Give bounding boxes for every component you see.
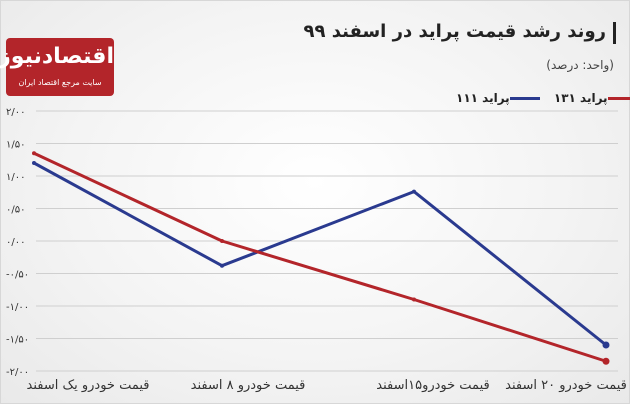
legend-item-blue: پراید ۱۱۱	[456, 91, 544, 105]
data-point-blue	[220, 263, 224, 268]
series-line-red	[33, 151, 607, 363]
y-tick-label: -۰/۵۰	[6, 270, 29, 281]
legend-swatch-red	[607, 97, 630, 100]
legend: پراید ۱۳۱ پراید ۱۱۱	[450, 91, 630, 107]
y-tick-label: -۱/۰۰	[6, 302, 29, 313]
logo-tagline: سایت مرجع اقتصاد ایران	[18, 78, 102, 87]
title-accent-bar	[613, 22, 616, 44]
data-point-red	[32, 151, 36, 156]
x-category-label: قیمت خودرو ۸ اسفند	[191, 378, 306, 393]
y-tick-label: ۱/۵۰	[6, 140, 25, 151]
logo-name: اقتصادنیوز	[0, 44, 114, 69]
y-tick-label: ۲/۰۰	[6, 107, 25, 118]
x-category-label: قیمت خودرو یک اسفند	[27, 378, 150, 393]
series-line-blue	[33, 161, 607, 347]
chart-title: روند رشد قیمت پراید در اسفند ۹۹	[303, 21, 606, 42]
data-point-red	[412, 297, 416, 302]
data-point-blue	[412, 189, 416, 194]
y-tick-label: -۲/۰۰	[6, 367, 29, 378]
chart-subtitle: (واحد: درصد)	[546, 58, 614, 72]
y-tick-label: -۱/۵۰	[6, 335, 29, 346]
y-tick-label: ۱/۰۰	[6, 172, 25, 183]
data-point-red	[220, 239, 224, 243]
data-point-blue	[602, 341, 610, 349]
data-point-red	[602, 357, 610, 365]
x-category-label: قیمت خودرو۱۵اسفند	[376, 378, 489, 393]
logo: اقتصادنیوز سایت مرجع اقتصاد ایران	[0, 38, 114, 96]
x-category-label: قیمت خودرو ۲۰ اسفند	[505, 378, 627, 393]
legend-item-red: پراید ۱۳۱	[554, 91, 630, 105]
legend-swatch-blue	[509, 97, 540, 100]
legend-label-red: پراید ۱۳۱	[553, 91, 608, 105]
data-point-blue	[32, 161, 36, 165]
y-tick-label: ۰/۰۰	[6, 237, 25, 248]
y-tick-label: ۰/۵۰	[6, 205, 25, 216]
legend-label-blue: پراید ۱۱۱	[456, 91, 510, 105]
